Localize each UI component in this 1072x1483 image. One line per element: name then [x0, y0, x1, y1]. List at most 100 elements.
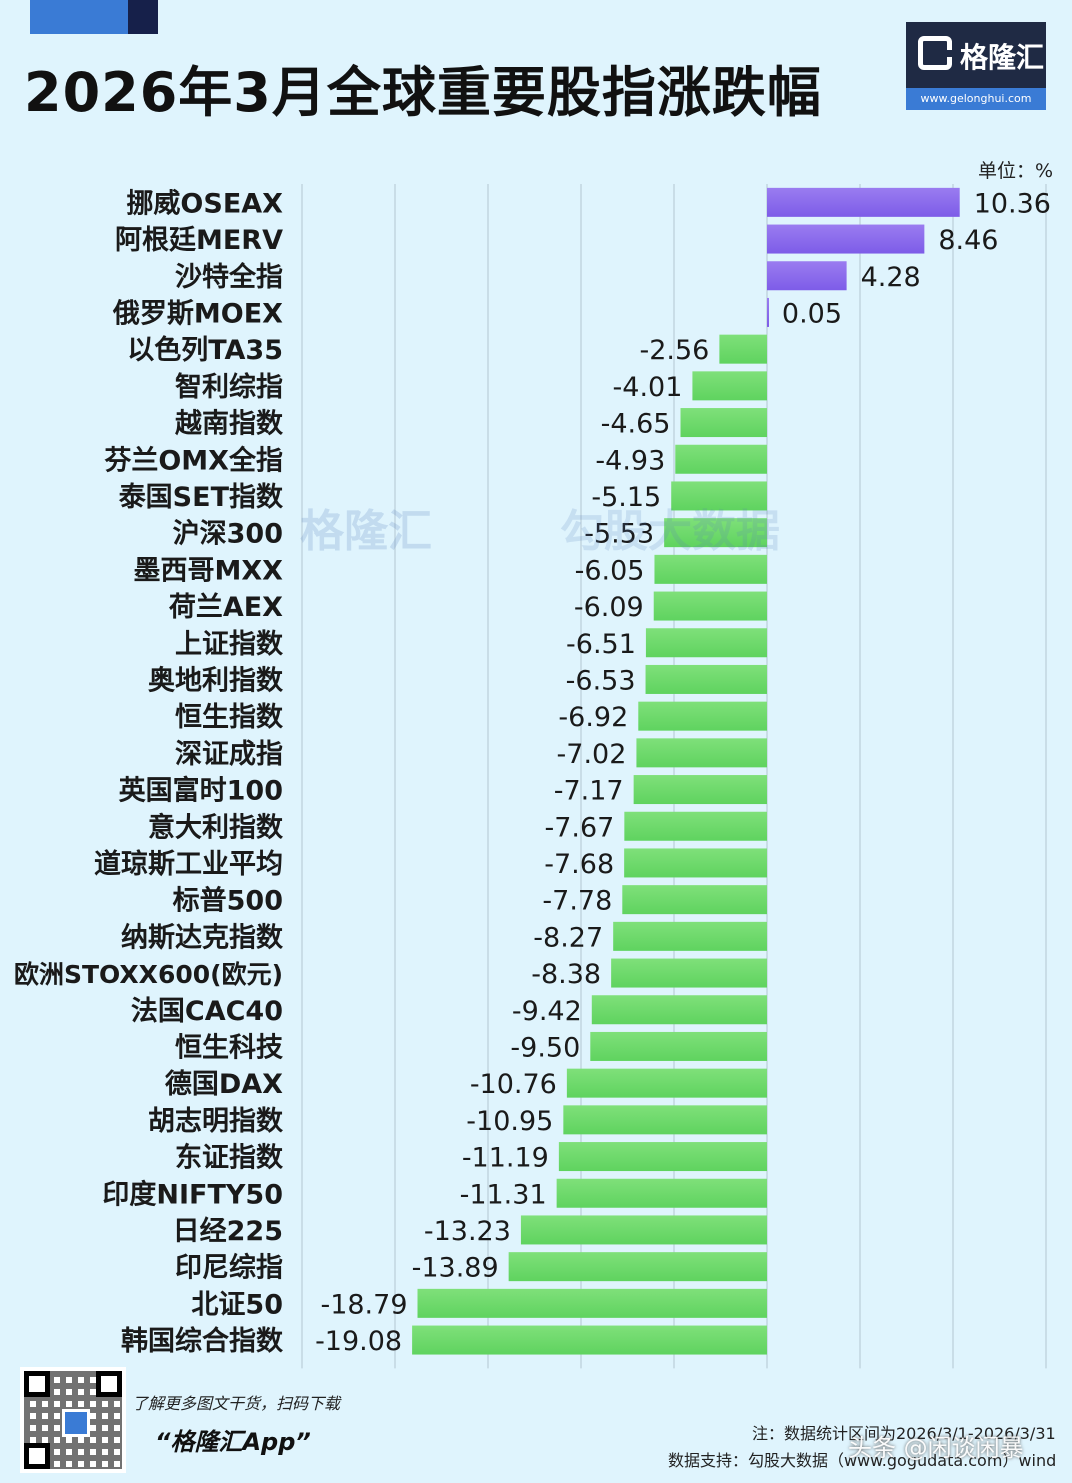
value-label: -5.53 — [584, 519, 654, 550]
category-label: 上证指数 — [175, 629, 284, 660]
watermark-gelonghui: 格隆汇 — [300, 506, 432, 557]
bar — [654, 554, 767, 584]
logo-name: 格隆汇 — [960, 41, 1045, 74]
value-label: -7.78 — [542, 886, 612, 917]
value-label: -6.05 — [575, 555, 645, 586]
value-label: 10.36 — [974, 188, 1051, 219]
bar — [624, 811, 767, 841]
bar — [645, 664, 767, 694]
category-label: 奥地利指数 — [148, 664, 284, 696]
category-label: 恒生科技 — [175, 1032, 283, 1063]
category-label: 挪威OSEAX — [126, 188, 283, 219]
category-label: 荷兰AEX — [169, 592, 283, 623]
category-label: 韩国综合指数 — [121, 1325, 284, 1357]
bar — [767, 224, 925, 254]
bar — [675, 444, 767, 474]
bar — [590, 1031, 767, 1061]
value-label: -11.19 — [462, 1143, 549, 1174]
value-label: -7.17 — [554, 776, 624, 807]
category-label: 泰国SET指数 — [119, 482, 284, 513]
bar — [591, 995, 767, 1025]
value-label: -19.08 — [315, 1326, 402, 1357]
category-label: 恒生指数 — [175, 702, 284, 733]
value-label: -8.38 — [531, 959, 601, 990]
bar — [563, 1105, 767, 1135]
value-label: -4.65 — [601, 409, 671, 440]
bar — [556, 1178, 767, 1208]
top-accent-bar-dark — [128, 0, 158, 34]
value-label: -5.15 — [591, 482, 661, 513]
category-label: 深证成指 — [175, 739, 283, 770]
bar — [638, 701, 767, 731]
value-label: -2.56 — [640, 335, 710, 366]
category-label: 芬兰OMX全指 — [104, 444, 283, 476]
category-label: 纳斯达克指数 — [121, 921, 284, 953]
category-label: 阿根廷MERV — [115, 225, 283, 256]
category-label: 越南指数 — [175, 409, 284, 440]
category-label: 胡志明指数 — [148, 1106, 284, 1137]
bar — [520, 1215, 767, 1245]
value-label: -4.01 — [613, 372, 683, 403]
value-label: -13.89 — [412, 1253, 499, 1284]
bar — [767, 187, 960, 217]
bar — [664, 518, 767, 548]
logo-g-icon — [918, 36, 952, 70]
value-label: -9.50 — [510, 1032, 580, 1063]
bar — [767, 297, 769, 327]
bar — [412, 1325, 767, 1355]
category-label: 以色列TA35 — [127, 334, 283, 366]
page-title: 2026年3月全球重要股指涨跌幅 — [24, 61, 822, 124]
value-label: -6.09 — [574, 592, 644, 623]
bar — [566, 1068, 767, 1098]
category-label: 道琼斯工业平均 — [94, 848, 283, 880]
category-label: 北证50 — [191, 1289, 283, 1320]
category-label: 标普500 — [173, 885, 283, 917]
value-label: -9.42 — [512, 996, 582, 1027]
qr-logo-icon — [62, 1409, 90, 1437]
bar — [611, 958, 767, 988]
bar — [624, 848, 767, 878]
brand-logo[interactable]: 格隆汇 www.gelonghui.com — [906, 22, 1046, 110]
value-label: -18.79 — [320, 1289, 407, 1320]
category-label: 沙特全指 — [175, 261, 283, 293]
category-label: 日经225 — [173, 1215, 283, 1247]
qr-code[interactable] — [20, 1367, 126, 1473]
value-label: -6.92 — [558, 702, 628, 733]
data-source: 数据支持：勾股大数据（www.gogudata.com）wind — [668, 1451, 1057, 1470]
value-label: -10.76 — [470, 1069, 557, 1100]
value-label: -6.53 — [566, 665, 636, 696]
qr-finder-bottom-left — [24, 1443, 50, 1469]
value-label: -11.31 — [460, 1179, 547, 1210]
value-label: -7.67 — [544, 812, 614, 843]
value-label: -6.51 — [566, 629, 636, 660]
watermark-gogudata: 勾股大数据 — [560, 506, 780, 557]
data-period-note: 注：数据统计区间为2026/3/1-2026/3/31 — [752, 1424, 1056, 1443]
value-label: -13.23 — [424, 1216, 511, 1247]
category-label: 德国DAX — [165, 1069, 283, 1100]
category-label: 英国富时100 — [119, 775, 283, 807]
category-label: 法国CAC40 — [131, 996, 283, 1027]
bar — [653, 591, 767, 621]
category-label: 印度NIFTY50 — [102, 1178, 283, 1210]
unit-label: 单位：% — [978, 160, 1054, 182]
bar — [645, 628, 767, 658]
category-label: 沪深300 — [173, 519, 283, 550]
value-label: -7.68 — [544, 849, 614, 880]
bar — [671, 481, 767, 511]
bar — [680, 408, 767, 438]
bar — [719, 334, 767, 364]
category-label: 东证指数 — [175, 1142, 284, 1174]
top-accent-bar — [30, 0, 128, 34]
bar — [767, 261, 847, 291]
bar — [636, 738, 767, 768]
bar — [417, 1288, 767, 1318]
value-label: -7.02 — [557, 739, 627, 770]
bar — [558, 1142, 767, 1172]
platform-credit: 头条 @闲谈闲暴 — [848, 1434, 1024, 1462]
logo-url: www.gelonghui.com — [906, 88, 1046, 110]
value-label: 8.46 — [938, 225, 998, 256]
value-label: 0.05 — [782, 298, 842, 329]
bar — [692, 371, 767, 401]
bar — [633, 775, 767, 805]
bar — [508, 1252, 767, 1282]
